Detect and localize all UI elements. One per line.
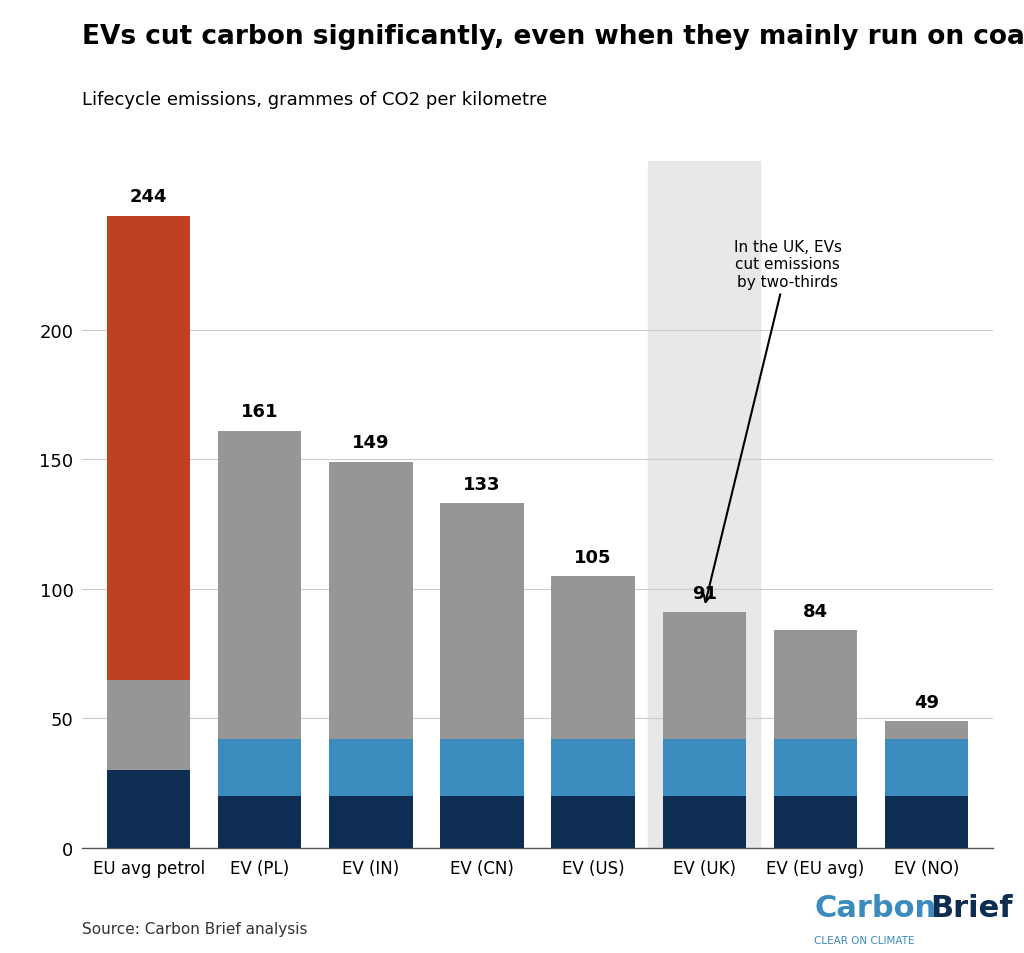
Bar (885, 740, 969, 797)
Text: 84: 84 (803, 602, 828, 620)
Bar (885, 797, 969, 848)
Bar (663, 797, 746, 848)
Bar (552, 797, 635, 848)
Bar (774, 740, 857, 797)
Bar (648, 162, 761, 848)
Text: 91: 91 (692, 584, 717, 602)
Text: Lifecycle emissions, grammes of CO2 per kilometre: Lifecycle emissions, grammes of CO2 per … (82, 91, 547, 109)
Text: 133: 133 (463, 476, 501, 494)
Bar (552, 577, 635, 740)
Bar (106, 216, 190, 679)
Text: Brief: Brief (930, 894, 1013, 923)
Bar (552, 740, 635, 797)
Bar (218, 740, 301, 797)
Text: EVs cut carbon significantly, even when they mainly run on coal power: EVs cut carbon significantly, even when … (82, 24, 1024, 50)
Bar (106, 770, 190, 848)
Bar (440, 504, 523, 740)
Bar (329, 462, 413, 740)
Text: 244: 244 (130, 188, 167, 206)
Bar (329, 797, 413, 848)
Text: Carbon: Carbon (814, 894, 936, 923)
Bar (329, 740, 413, 797)
Bar (663, 740, 746, 797)
Text: 105: 105 (574, 548, 612, 566)
Text: CLEAR ON CLIMATE: CLEAR ON CLIMATE (814, 936, 914, 945)
Bar (440, 740, 523, 797)
Bar (663, 613, 746, 740)
Bar (440, 797, 523, 848)
Bar (885, 721, 969, 740)
Bar (774, 797, 857, 848)
Text: 149: 149 (352, 434, 390, 452)
Text: In the UK, EVs
cut emissions
by two-thirds: In the UK, EVs cut emissions by two-thir… (703, 240, 842, 602)
Bar (106, 679, 190, 770)
Text: 161: 161 (241, 403, 279, 421)
Bar (218, 797, 301, 848)
Text: 49: 49 (914, 693, 939, 711)
Text: Source: Carbon Brief analysis: Source: Carbon Brief analysis (82, 921, 307, 936)
Bar (774, 631, 857, 740)
Bar (218, 432, 301, 740)
